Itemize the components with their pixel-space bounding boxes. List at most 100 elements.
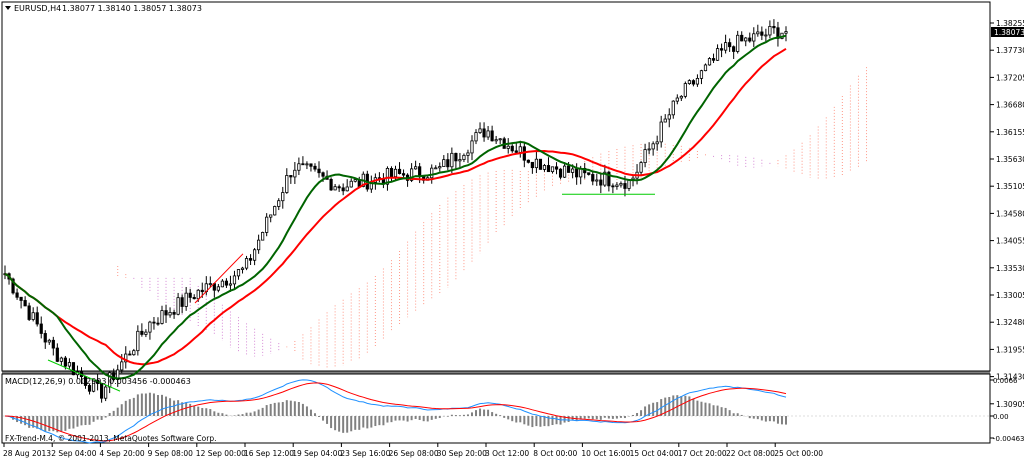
candle-body bbox=[313, 165, 317, 170]
price-tick-label: 1.33530 bbox=[996, 264, 1024, 273]
candle-body bbox=[715, 48, 720, 61]
candle-body bbox=[498, 138, 502, 141]
price-tick-label: 1.33005 bbox=[996, 291, 1024, 300]
candle-body bbox=[482, 128, 486, 138]
candle-body bbox=[55, 347, 59, 362]
candle-body bbox=[719, 48, 724, 51]
candle-body bbox=[687, 80, 691, 84]
candle-body bbox=[542, 165, 547, 170]
price-tick-label: 1.31955 bbox=[996, 345, 1024, 354]
time-axis[interactable]: 28 Aug 2013 2 Sep 04:00 4 Sep 20:00 9 Sep 0… bbox=[3, 443, 823, 458]
candle-body bbox=[732, 46, 736, 52]
candle-body bbox=[261, 232, 265, 241]
price-tick-label: 1.37205 bbox=[996, 73, 1024, 82]
candle-body bbox=[724, 42, 728, 51]
candle-body bbox=[744, 37, 748, 42]
candle-body bbox=[257, 239, 261, 251]
candle-body bbox=[87, 385, 92, 392]
candle-body bbox=[124, 353, 128, 363]
candle-body bbox=[599, 179, 603, 186]
price-tick-label: 1.34055 bbox=[996, 237, 1024, 246]
candle-body bbox=[752, 33, 756, 42]
candle-body bbox=[51, 339, 55, 349]
price-tick-label: 1.35105 bbox=[996, 182, 1024, 191]
candle-body bbox=[401, 173, 406, 176]
candle-body bbox=[104, 386, 108, 399]
candle-body bbox=[160, 310, 164, 324]
candle-body bbox=[67, 362, 72, 367]
candle-body bbox=[71, 362, 76, 376]
candle-body bbox=[748, 37, 752, 42]
macd-axis[interactable]: 0.0066 0.00 -0.004631 bbox=[990, 377, 1024, 443]
time-tick-label: 26 Sep 08:00 bbox=[389, 449, 439, 458]
candle-body bbox=[116, 369, 120, 380]
candle-body bbox=[188, 292, 192, 298]
candle-body bbox=[611, 185, 615, 188]
candle-body bbox=[277, 200, 281, 207]
candle-body bbox=[659, 121, 663, 143]
candle-body bbox=[321, 172, 325, 177]
candle-body bbox=[740, 34, 744, 42]
candle-body bbox=[172, 312, 176, 315]
candle-body bbox=[232, 275, 237, 285]
candle-body bbox=[244, 258, 249, 269]
time-tick-label: 19 Sep 04:00 bbox=[292, 449, 342, 458]
candle-body bbox=[695, 77, 700, 85]
candle-body bbox=[265, 216, 269, 233]
candle-body bbox=[112, 372, 116, 380]
candle-body bbox=[120, 361, 124, 371]
candle-body bbox=[180, 297, 184, 307]
candle-body bbox=[293, 169, 297, 178]
candle-body bbox=[192, 297, 196, 300]
support-line bbox=[47, 359, 121, 392]
symbol-dropdown-icon[interactable] bbox=[5, 6, 11, 10]
trend-lines bbox=[47, 193, 655, 392]
candle-body bbox=[728, 42, 732, 48]
candle-body bbox=[63, 357, 67, 367]
time-tick-label: 22 Oct 08:00 bbox=[726, 449, 775, 458]
candle-body bbox=[59, 357, 63, 362]
candle-body bbox=[136, 330, 140, 352]
candle-body bbox=[200, 289, 204, 293]
current-price-box bbox=[991, 27, 1024, 37]
candle-body bbox=[679, 95, 683, 99]
candle-body bbox=[349, 180, 353, 188]
candle-body bbox=[450, 152, 454, 168]
candle-body bbox=[784, 31, 788, 34]
candle-body bbox=[454, 152, 458, 162]
price-tick-label: 1.34580 bbox=[996, 209, 1024, 218]
candle-body bbox=[11, 278, 15, 294]
candle-body bbox=[587, 172, 591, 175]
candle-body bbox=[248, 258, 253, 261]
candle-body bbox=[691, 80, 696, 85]
price-axis[interactable]: 1.38255 1.37730 1.37205 1.36680 1.36155 1.356… bbox=[990, 19, 1024, 409]
candle-body bbox=[389, 168, 394, 178]
price-tick-label: 1.35630 bbox=[996, 155, 1024, 164]
candle-body bbox=[393, 168, 398, 178]
candle-body bbox=[558, 168, 563, 178]
price-tick-label: 1.30905 bbox=[996, 400, 1024, 409]
candle-body bbox=[317, 168, 321, 174]
candle-body bbox=[434, 167, 438, 170]
time-tick-label: 12 Sep 00:00 bbox=[196, 449, 246, 458]
candle-body bbox=[309, 163, 313, 167]
candle-body bbox=[478, 128, 482, 133]
candle-body bbox=[518, 146, 522, 153]
slow-ma-line bbox=[4, 47, 787, 366]
candle-body bbox=[607, 171, 611, 187]
candle-body bbox=[506, 145, 510, 149]
candle-body bbox=[216, 286, 220, 291]
price-tick-label: 1.38255 bbox=[996, 19, 1024, 28]
candle-body bbox=[15, 292, 19, 298]
candle-body bbox=[385, 168, 390, 185]
candle-body bbox=[510, 145, 514, 152]
candle-body bbox=[760, 31, 764, 36]
candle-body bbox=[438, 166, 442, 169]
candle-body bbox=[329, 178, 333, 191]
candle-body bbox=[337, 186, 341, 189]
candle-body bbox=[575, 168, 579, 178]
macd-tick-label: 0.0066 bbox=[993, 377, 1018, 385]
candle-body bbox=[442, 159, 446, 167]
candle-body bbox=[430, 167, 434, 179]
